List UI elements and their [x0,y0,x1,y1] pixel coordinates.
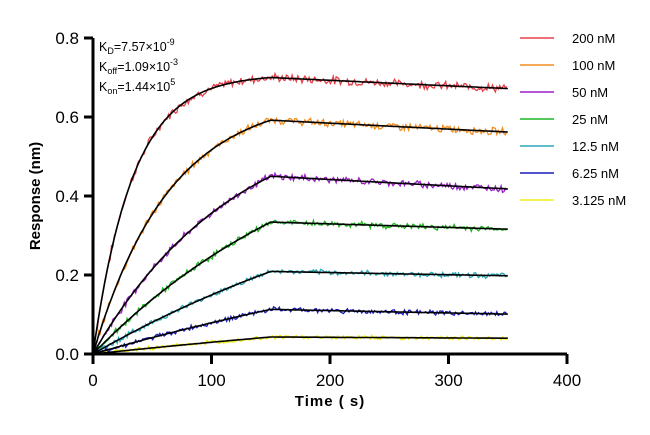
fit-curve-200-nM [92,76,508,355]
fit-curve-100-nM [92,119,508,355]
x-tick-label: 400 [553,371,581,390]
fit-curve-12_5-nM [92,270,508,355]
legend-item: 100 nM [520,58,615,73]
legend-label: 3.125 nM [572,193,626,208]
x-tick-label: 300 [434,371,462,390]
legend-item: 3.125 nM [520,193,626,208]
legend-item: 25 nM [520,112,608,127]
data-trace-25-nM [92,218,507,355]
x-tick-label: 0 [88,371,97,390]
legend-label: 100 nM [572,58,615,73]
x-ticks: 0 100 200 300 400 [88,354,581,390]
legend-label: 6.25 nM [572,166,619,181]
y-tick-label: 0.4 [55,187,79,206]
x-tick-label: 100 [197,371,225,390]
x-axis-label: Time ( s) [295,393,365,410]
fit-curve-3_125-nM [92,336,508,355]
y-tick-label: 0.2 [55,266,79,285]
data-trace-200-nM [92,71,508,355]
koff-annotation: Koff=1.09×10-3 [99,57,178,76]
x-tick-label: 200 [316,371,344,390]
data-trace-100-nM [92,116,508,355]
legend-label: 25 nM [572,112,608,127]
kon-annotation: Kon=1.44×105 [99,77,175,96]
data-trace-12_5-nM [92,268,507,355]
legend-item: 12.5 nM [520,139,619,154]
fit-curve-50-nM [92,175,508,355]
legend-item: 6.25 nM [520,166,619,181]
y-ticks: 0.0 0.2 0.4 0.6 0.8 [55,29,93,364]
kinetic-annotations: KD=7.57×10-9 Koff=1.09×10-3 Kon=1.44×105 [99,37,178,96]
fit-curve-25-nM [92,221,508,355]
y-tick-label: 0.6 [55,108,79,127]
legend-label: 12.5 nM [572,139,619,154]
y-axis-label: Response (nm) [27,142,44,250]
legend-item: 50 nM [520,85,608,100]
legend-item: 200 nM [520,31,615,46]
data-trace-50-nM [92,171,508,355]
y-tick-label: 0.8 [55,29,79,48]
plot-area [92,71,508,355]
legend-label: 200 nM [572,31,615,46]
legend-label: 50 nM [572,85,608,100]
kd-annotation: KD=7.57×10-9 [99,37,175,56]
y-tick-label: 0.0 [55,345,79,364]
fit-curve-6_25-nM [92,308,508,355]
legend: 200 nM 100 nM 50 nM 25 nM 12.5 nM 6.25 nM 3.12… [520,31,626,208]
